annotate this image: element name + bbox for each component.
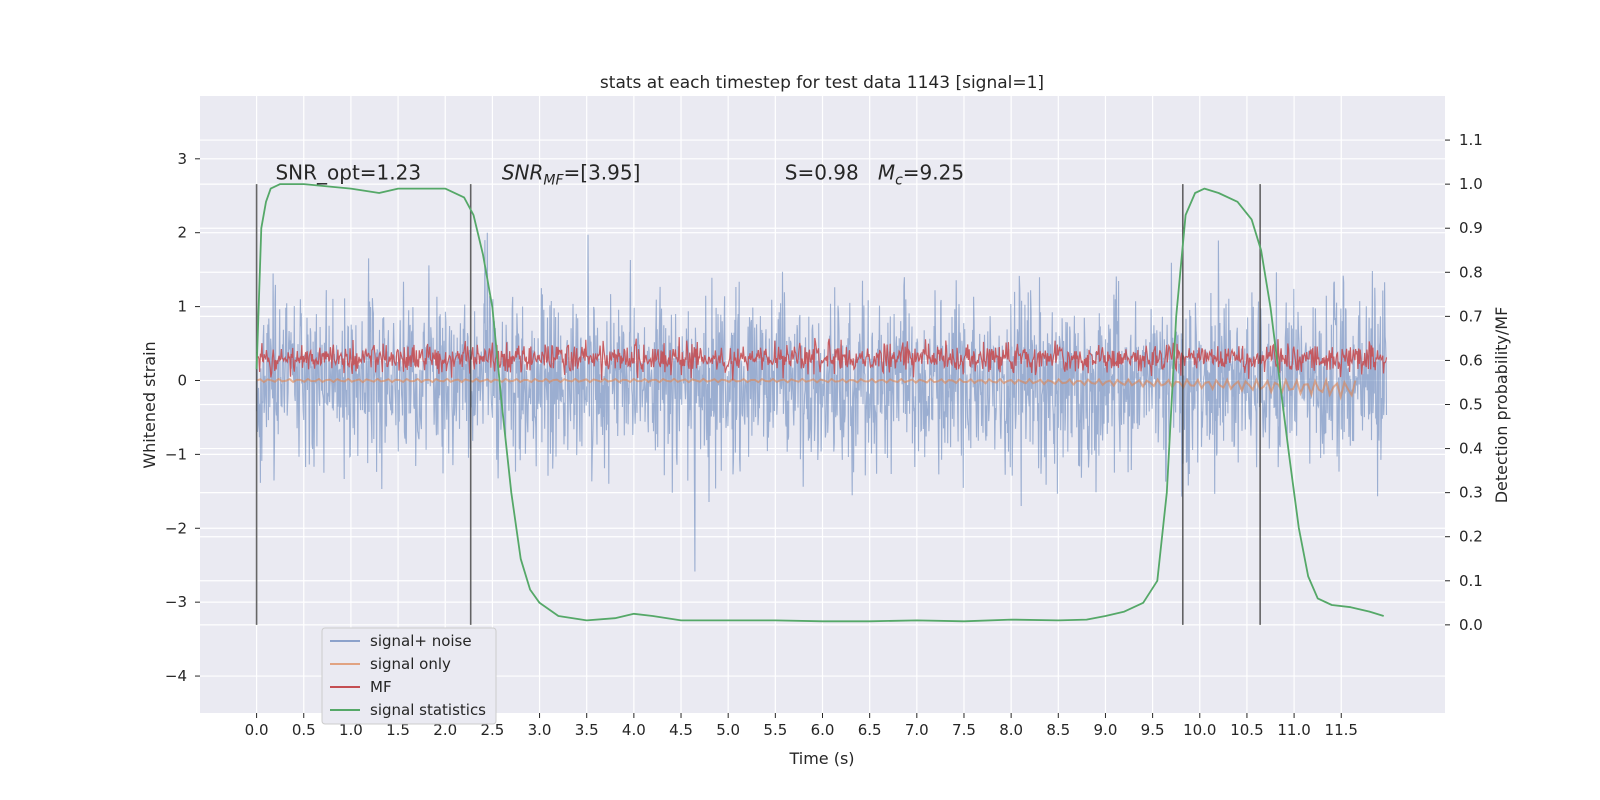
chart-title: stats at each timestep for test data 114… [600, 73, 1044, 93]
x-tick-label: 0.0 [245, 721, 269, 739]
y2-axis-label: Detection probability/MF [1492, 307, 1511, 504]
x-tick-label: 8.0 [999, 721, 1023, 739]
legend-label: signal+ noise [370, 632, 472, 650]
y2-tick-label: 0.6 [1459, 351, 1483, 369]
x-tick-label: 7.5 [952, 721, 976, 739]
x-tick-label: 8.5 [1046, 721, 1070, 739]
y2-tick-label: 0.4 [1459, 440, 1483, 458]
y2-tick-label: 0.2 [1459, 528, 1483, 546]
x-tick-label: 6.5 [858, 721, 882, 739]
x-axis-label: Time (s) [788, 749, 854, 768]
series-signal-noise [256, 232, 1388, 572]
x-tick-label: 7.0 [905, 721, 929, 739]
annotations: SNR_opt=1.23 SNRMF=[3.95] S=0.98 Mc=9.25 [275, 161, 964, 189]
x-tick-label: 1.0 [339, 721, 363, 739]
x-tick-label: 6.0 [811, 721, 835, 739]
x-tick-label: 9.0 [1094, 721, 1118, 739]
y2-tick-label: 0.5 [1459, 396, 1483, 414]
legend-label: signal statistics [370, 701, 486, 719]
x-tick-label: 3.0 [528, 721, 552, 739]
legend-label: signal only [370, 655, 451, 673]
x-axis: 0.0 0.5 1.0 1.5 2.0 2.5 3.0 3.5 4.0 4.5 5.0 5.5 6.0 6… [245, 713, 1358, 739]
y2-tick-label: 1.0 [1459, 175, 1483, 193]
y2-tick-label: 0.1 [1459, 572, 1483, 590]
y-tick-label: −1 [165, 445, 187, 463]
y2-tick-label: 0.8 [1459, 263, 1483, 281]
x-tick-label: 4.0 [622, 721, 646, 739]
x-tick-label: 1.5 [386, 721, 410, 739]
snr-mf-annotation: SNRMF=[3.95] [502, 161, 641, 189]
mf-line [256, 337, 1388, 381]
y2-tick-label: 0.0 [1459, 616, 1483, 634]
vertical-markers [255, 184, 1261, 625]
snr-opt-annotation: SNR_opt=1.23 [275, 161, 421, 185]
grid [200, 96, 1445, 713]
y-tick-label: 1 [177, 298, 187, 316]
signal-statistics-line [255, 183, 1384, 623]
x-tick-label: 4.5 [669, 721, 693, 739]
s-mc-annotation: S=0.98 Mc=9.25 [785, 161, 964, 189]
y-tick-label: 2 [177, 224, 187, 242]
legend-label: MF [370, 678, 392, 696]
signal-noise-line [256, 232, 1388, 572]
y-axis-right: 1.1 1.0 0.9 0.8 0.7 0.6 0.5 0.4 0.3 0.2 0.1 0.0 [1445, 131, 1483, 634]
series-signal-statistics [255, 183, 1384, 623]
y-axis-label: Whitened strain [140, 341, 159, 468]
x-tick-label: 0.5 [292, 721, 316, 739]
y2-tick-label: 0.7 [1459, 307, 1483, 325]
y-tick-label: −3 [165, 593, 187, 611]
y-axis-left: 3 2 1 0 −1 −2 −3 −4 [165, 150, 200, 685]
y2-tick-label: 0.9 [1459, 219, 1483, 237]
x-tick-label: 5.0 [716, 721, 740, 739]
y2-tick-label: 1.1 [1459, 131, 1483, 149]
legend-box [321, 627, 497, 725]
y2-tick-label: 0.3 [1459, 484, 1483, 502]
x-tick-label: 5.5 [763, 721, 787, 739]
y-tick-label: 0 [177, 371, 187, 389]
x-tick-label: 10.0 [1183, 721, 1216, 739]
x-tick-label: 2.5 [480, 721, 504, 739]
x-tick-label: 10.5 [1230, 721, 1263, 739]
y-tick-label: −4 [165, 667, 187, 685]
x-tick-label: 2.0 [433, 721, 457, 739]
y-tick-label: 3 [177, 150, 187, 168]
legend: signal+ noise signal only MF signal statist… [321, 627, 497, 725]
x-tick-label: 3.5 [575, 721, 599, 739]
x-tick-label: 9.5 [1141, 721, 1165, 739]
series-mf [256, 337, 1388, 381]
x-tick-label: 11.5 [1325, 721, 1358, 739]
y-tick-label: −2 [165, 519, 187, 537]
x-tick-label: 11.0 [1277, 721, 1310, 739]
